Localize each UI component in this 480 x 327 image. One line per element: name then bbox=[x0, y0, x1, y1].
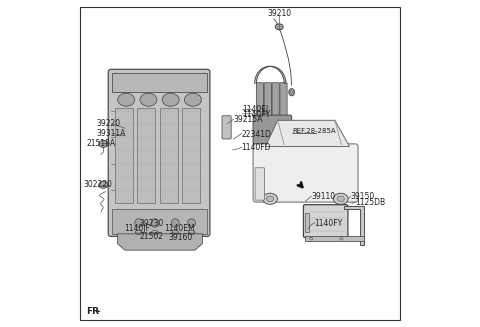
Ellipse shape bbox=[151, 219, 159, 227]
Ellipse shape bbox=[162, 93, 179, 106]
Text: FR: FR bbox=[85, 307, 99, 316]
Ellipse shape bbox=[276, 24, 283, 30]
FancyBboxPatch shape bbox=[303, 205, 348, 237]
Text: 39220: 39220 bbox=[96, 119, 120, 128]
FancyBboxPatch shape bbox=[108, 69, 210, 236]
Text: 1140FY: 1140FY bbox=[242, 110, 271, 119]
Bar bbox=[305, 213, 309, 232]
Text: 1125DB: 1125DB bbox=[355, 198, 385, 207]
Ellipse shape bbox=[337, 196, 344, 201]
Polygon shape bbox=[305, 236, 364, 241]
Ellipse shape bbox=[266, 196, 274, 201]
Ellipse shape bbox=[184, 93, 202, 106]
Text: REF.28-285A: REF.28-285A bbox=[292, 128, 336, 134]
Text: 1140FD: 1140FD bbox=[241, 143, 271, 152]
Text: 39230: 39230 bbox=[139, 218, 164, 228]
Ellipse shape bbox=[188, 219, 195, 227]
Ellipse shape bbox=[333, 193, 348, 204]
Bar bbox=[112, 209, 207, 234]
Ellipse shape bbox=[263, 193, 277, 204]
Text: 21502: 21502 bbox=[140, 232, 164, 241]
Text: 39210: 39210 bbox=[267, 9, 291, 18]
Bar bbox=[137, 108, 156, 203]
FancyBboxPatch shape bbox=[288, 121, 301, 133]
Text: 1140FY: 1140FY bbox=[314, 218, 343, 228]
FancyBboxPatch shape bbox=[222, 116, 231, 139]
FancyBboxPatch shape bbox=[253, 115, 292, 144]
Text: 39150: 39150 bbox=[350, 192, 375, 201]
FancyBboxPatch shape bbox=[256, 83, 264, 120]
Text: 39215A: 39215A bbox=[233, 115, 263, 124]
Ellipse shape bbox=[171, 219, 179, 227]
FancyBboxPatch shape bbox=[280, 83, 287, 120]
FancyBboxPatch shape bbox=[255, 168, 264, 200]
Text: 1140JF: 1140JF bbox=[124, 224, 150, 233]
Polygon shape bbox=[97, 310, 101, 312]
Ellipse shape bbox=[99, 181, 108, 188]
Bar bbox=[182, 108, 200, 203]
Bar bbox=[112, 73, 207, 92]
Text: 39110: 39110 bbox=[312, 192, 336, 201]
Ellipse shape bbox=[340, 237, 343, 240]
Bar bbox=[159, 108, 178, 203]
Text: 39160: 39160 bbox=[168, 232, 192, 242]
Ellipse shape bbox=[310, 237, 313, 240]
Ellipse shape bbox=[289, 89, 295, 96]
Ellipse shape bbox=[99, 140, 108, 147]
FancyBboxPatch shape bbox=[272, 83, 279, 120]
Ellipse shape bbox=[118, 93, 135, 106]
FancyBboxPatch shape bbox=[253, 144, 358, 202]
Polygon shape bbox=[265, 120, 349, 146]
Text: 1140EJ: 1140EJ bbox=[242, 105, 269, 114]
Polygon shape bbox=[118, 234, 203, 250]
Text: 1140EM: 1140EM bbox=[164, 224, 195, 233]
FancyBboxPatch shape bbox=[264, 83, 271, 120]
Ellipse shape bbox=[135, 219, 143, 227]
Text: 22341D: 22341D bbox=[241, 129, 272, 139]
Ellipse shape bbox=[140, 93, 157, 106]
Text: 302220: 302220 bbox=[84, 180, 113, 189]
Text: 21518A: 21518A bbox=[86, 139, 115, 148]
Bar bbox=[115, 108, 133, 203]
Text: 39311A: 39311A bbox=[96, 129, 125, 138]
Polygon shape bbox=[344, 206, 364, 245]
